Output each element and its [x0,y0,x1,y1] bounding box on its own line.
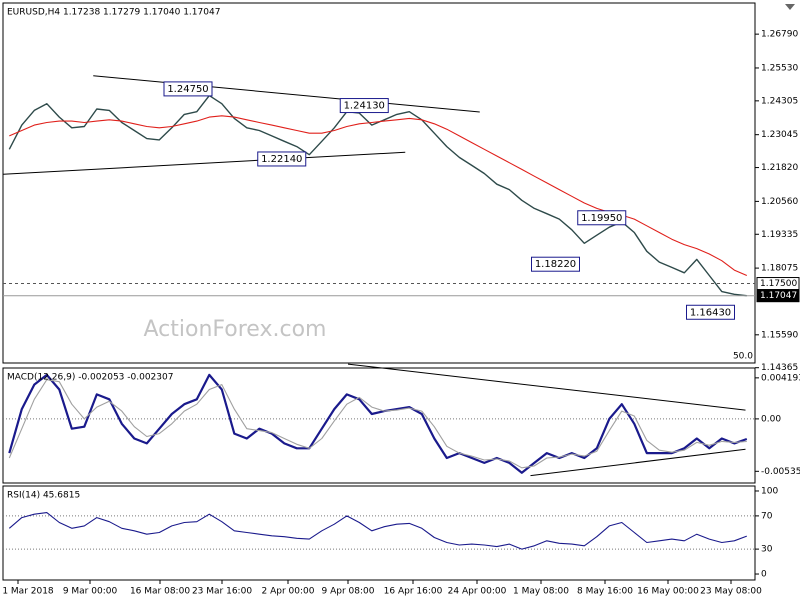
annotation-label: 1.24750 [167,84,208,95]
x-tick-label: 8 May 16:00 [577,587,633,597]
series-line [8,512,747,550]
x-tick-label: 16 Apr 16:00 [384,587,443,597]
y-tick-label: 1.23045 [761,130,798,140]
trendline [530,448,746,477]
y-tick-label: 70 [761,511,773,521]
y-tick-label: 1.20560 [761,197,798,207]
series-line [8,373,748,474]
y-tick-label: 1.18075 [761,264,798,274]
annotation-label: 1.22140 [261,154,302,165]
x-tick-label: 9 Apr 08:00 [322,587,375,597]
panel-frame [2,2,756,364]
annotation-box [686,304,735,320]
trendline [93,75,480,113]
x-tick-label: 23 Mar 16:00 [192,587,252,597]
x-tick-label: 9 Mar 00:00 [63,587,118,597]
x-tick-label: 23 May 08:00 [700,587,762,597]
panel-title: EURUSD,H4 1.17238 1.17279 1.17040 1.1704… [7,8,220,18]
annotation-label: 1.18220 [535,259,576,270]
watermark: ActionForex.com [144,317,327,342]
annotation-label: 1.16430 [690,307,731,318]
y-tick-label: 0 [761,570,767,580]
price-label-box [756,289,800,303]
panel-title: MACD(12,26,9) -0.002053 -0.002307 [7,373,173,383]
annotation-box [257,151,307,167]
annotation-box [531,256,580,272]
x-tick-label: 1 Mar 2018 [2,587,54,597]
trendline [3,151,406,175]
annotation-label: 1.19950 [581,213,622,224]
y-tick-label: 30 [761,545,773,555]
price-label: 1.17047 [760,291,797,301]
annotation-label: 1.24130 [344,101,385,112]
y-tick-label: 1.26790 [761,30,798,40]
x-tick-label: 1 May 08:00 [513,587,569,597]
x-tick-label: 16 Mar 08:00 [130,587,190,597]
y-tick-label: 1.24305 [761,96,798,106]
y-tick-label: 1.25530 [761,63,798,73]
x-tick-label: 24 Apr 00:00 [448,587,507,597]
y-tick-label: 0.00 [761,414,781,424]
price-label: 1.17500 [760,279,797,289]
y-tick-label: 100 [761,486,778,496]
panel-frame [2,485,756,581]
y-tick-label: 1.19335 [761,230,798,240]
y-tick-label: 0.004193 [761,373,800,383]
shift-marker [785,4,795,10]
x-tick-label: 2 Apr 00:00 [262,587,315,597]
corner-label: 50.0 [733,352,753,362]
annotation-box [163,81,213,97]
x-tick-label: 16 May 00:00 [637,587,699,597]
y-tick-label: 1.21820 [761,163,798,173]
annotation-box [339,98,389,114]
trendline [347,363,746,411]
y-tick-label: 1.14365 [761,363,798,373]
annotation-box [577,210,627,226]
y-tick-label: 1.15590 [761,330,798,340]
panel-title: RSI(14) 45.6815 [7,491,80,501]
series-line [8,379,747,469]
y-tick-label: -0.005356 [761,467,800,477]
